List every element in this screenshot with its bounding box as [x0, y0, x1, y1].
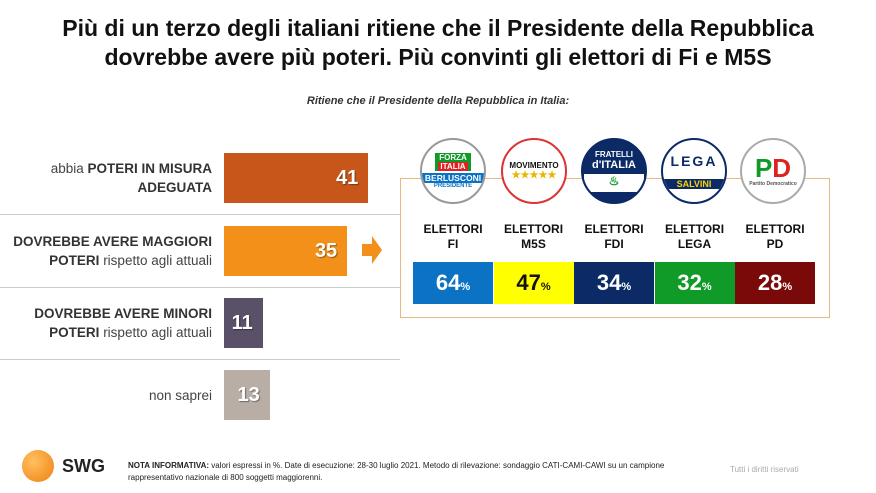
page-title: Più di un terzo degli italiani ritiene c… — [62, 15, 814, 70]
party-label: ELETTORI M5S — [503, 222, 564, 251]
party-value: 32% — [654, 262, 735, 304]
party-value: 28% — [735, 262, 815, 304]
row-divider — [0, 359, 400, 360]
category-label: DOVREBBE AVERE MAGGIORI POTERI rispetto … — [13, 234, 212, 268]
m5s-logo: MOVIMENTO ★★★★★ — [501, 138, 567, 204]
bar: 13 — [224, 370, 270, 420]
lega-logo: LEGA SALVINI — [661, 138, 727, 204]
bar: 35 — [224, 226, 348, 276]
party-label: ELETTORI PD — [745, 222, 805, 251]
party-label: ELETTORI FI — [423, 222, 483, 251]
party-value: 34% — [574, 262, 654, 304]
brand-name: SWG — [62, 456, 105, 476]
rights-text: Tutti i diritti riservati — [730, 465, 799, 474]
row-divider — [0, 287, 400, 288]
fdi-logo: FRATELLI d'ITALIA ♨ — [581, 138, 647, 204]
category-label: DOVREBBE AVERE MINORI POTERI rispetto ag… — [34, 306, 212, 340]
arrow-right-icon — [362, 236, 382, 264]
party-value: 64% — [413, 262, 493, 304]
party-value: 47% — [493, 262, 574, 304]
bar: 41 — [224, 153, 369, 203]
category-label: abbia POTERI IN MISURA ADEGUATA — [50, 161, 212, 195]
chart-subtitle: Ritiene che il Presidente della Repubbli… — [306, 95, 570, 107]
footer-note: NOTA INFORMATIVA: valori espressi in %. … — [128, 461, 665, 482]
party-label: ELETTORI FDI — [584, 222, 644, 251]
category-label: non saprei — [148, 387, 212, 403]
pd-logo: PD Partito Democratico — [740, 138, 806, 204]
row-divider — [0, 214, 400, 215]
bar: 11 — [224, 298, 263, 348]
forza-italia-logo: FORZA ITALIA BERLUSCONI PRESIDENTE — [420, 138, 486, 204]
party-label: ELETTORI LEGA — [664, 222, 725, 251]
swg-logo-icon — [22, 450, 54, 482]
